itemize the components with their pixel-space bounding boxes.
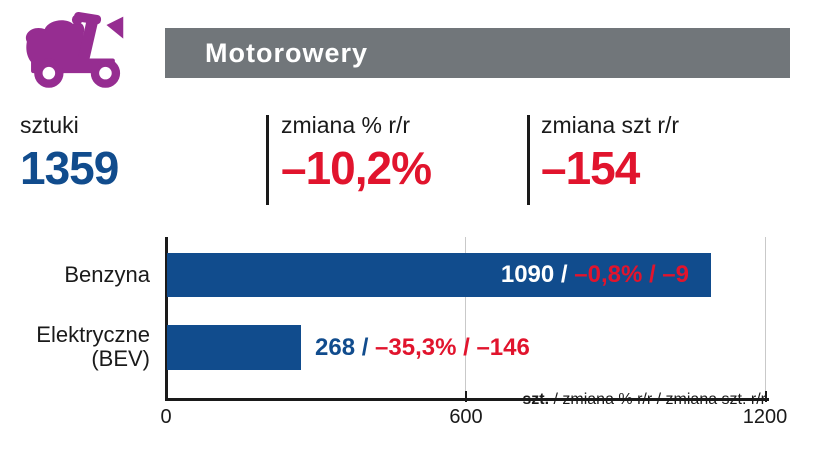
x-axis-line — [165, 398, 769, 401]
stat-pct-change: zmiana % r/r –10,2% — [281, 110, 432, 194]
header-band: Motorowery — [165, 28, 790, 78]
stat-unit-change: zmiana szt r/r –154 — [541, 110, 679, 194]
stat-units-label: sztuki — [20, 112, 79, 138]
bar-benzyna-value-label: 1090 / –0,8% / –9 — [167, 253, 711, 297]
stat-divider — [527, 115, 530, 205]
category-label-benzyna: Benzyna — [64, 262, 150, 287]
stat-unit-change-value: –154 — [541, 142, 640, 194]
bar-elektryczne — [167, 325, 301, 370]
stat-divider — [266, 115, 269, 205]
stat-unit-change-label: zmiana szt r/r — [541, 112, 680, 138]
gridline-1200 — [765, 237, 766, 398]
category-label-elektryczne: Elektryczne (BEV) — [36, 322, 150, 371]
page-title: Motorowery — [205, 37, 369, 68]
stat-units-value: 1359 — [20, 142, 119, 194]
x-axis-tick-1200 — [765, 391, 767, 402]
stat-pct-change-label: zmiana % r/r — [281, 112, 411, 138]
x-tick-label-0: 0 — [160, 406, 172, 428]
scooter-icon — [16, 4, 132, 92]
stat-pct-change-value: –10,2% — [281, 142, 432, 194]
bar-benzyna-units: 1090 / — [500, 261, 575, 288]
bar-elektryczne-change: –35,3% / –146 — [375, 333, 530, 361]
bar-benzyna: 1090 / –0,8% / –9 — [167, 253, 711, 297]
x-tick-label-1200: 1200 — [742, 406, 788, 428]
x-axis-tick-600 — [465, 391, 467, 402]
x-tick-label-600: 600 — [449, 406, 483, 428]
bar-elektryczne-units: 268 / — [315, 333, 376, 361]
y-axis-line — [165, 237, 168, 401]
bar-benzyna-change: –0,8% / –9 — [574, 261, 689, 288]
gridline-600 — [465, 237, 466, 398]
bar-elektryczne-value-label: 268 / –35,3% / –146 — [315, 325, 530, 370]
stat-units: sztuki 1359 — [20, 110, 119, 194]
